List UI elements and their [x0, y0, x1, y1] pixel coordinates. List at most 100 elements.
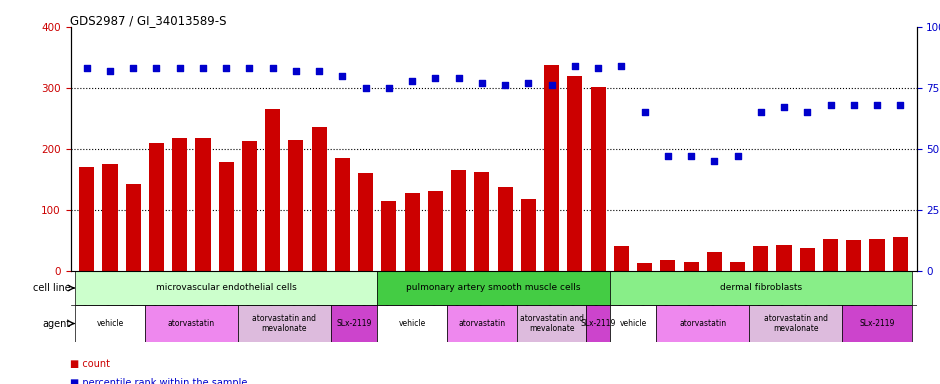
Bar	[707, 252, 722, 271]
Text: atorvastatin and
mevalonate: atorvastatin and mevalonate	[520, 314, 584, 333]
Bar	[126, 184, 141, 271]
Text: agent: agent	[42, 318, 70, 329]
Bar	[196, 138, 211, 271]
Point	[776, 104, 791, 111]
Bar	[312, 127, 327, 271]
Point	[428, 75, 443, 81]
Point	[521, 80, 536, 86]
Bar	[822, 239, 838, 271]
Text: GDS2987 / GI_34013589-S: GDS2987 / GI_34013589-S	[70, 14, 227, 27]
Text: dermal fibroblasts: dermal fibroblasts	[720, 283, 802, 293]
Bar	[660, 260, 675, 271]
Bar	[172, 139, 187, 271]
Point	[335, 73, 350, 79]
Point	[404, 78, 419, 84]
Point	[800, 109, 815, 115]
Point	[823, 102, 838, 108]
Point	[497, 82, 512, 88]
Bar	[475, 172, 490, 271]
Point	[242, 65, 257, 71]
Bar	[800, 248, 815, 271]
Bar	[753, 247, 768, 271]
Bar	[610, 305, 656, 342]
Point	[289, 68, 304, 74]
Point	[614, 63, 629, 69]
Bar	[382, 200, 397, 271]
Point	[172, 65, 187, 71]
Point	[358, 85, 373, 91]
Point	[102, 68, 118, 74]
Text: atorvastatin: atorvastatin	[679, 319, 727, 328]
Bar	[568, 76, 583, 271]
Point	[683, 153, 698, 159]
Point	[660, 153, 675, 159]
Bar	[870, 239, 885, 271]
Point	[637, 109, 652, 115]
Point	[382, 85, 397, 91]
Bar	[265, 109, 280, 271]
Bar	[451, 170, 466, 271]
Point	[568, 63, 583, 69]
Point	[451, 75, 466, 81]
Bar	[149, 143, 164, 271]
Bar	[517, 305, 587, 342]
Bar	[377, 305, 447, 342]
Bar	[145, 305, 238, 342]
Point	[312, 68, 327, 74]
Bar	[590, 87, 605, 271]
Bar	[637, 263, 652, 271]
Bar	[331, 305, 377, 342]
Text: vehicle: vehicle	[399, 319, 426, 328]
Bar	[544, 65, 559, 271]
Bar	[587, 305, 610, 342]
Point	[149, 65, 164, 71]
Point	[753, 109, 768, 115]
Point	[126, 65, 141, 71]
Point	[590, 65, 605, 71]
Point	[265, 65, 280, 71]
Bar	[102, 164, 118, 271]
Text: vehicle: vehicle	[619, 319, 647, 328]
Bar	[358, 173, 373, 271]
Text: atorvastatin and
mevalonate: atorvastatin and mevalonate	[763, 314, 827, 333]
Bar	[238, 305, 331, 342]
Bar	[610, 271, 912, 305]
Point	[730, 153, 745, 159]
Bar	[749, 305, 842, 342]
Bar	[289, 140, 304, 271]
Bar	[447, 305, 517, 342]
Bar	[846, 240, 861, 271]
Bar	[335, 158, 350, 271]
Text: SLx-2119: SLx-2119	[859, 319, 895, 328]
Bar	[683, 262, 698, 271]
Bar	[614, 247, 629, 271]
Bar	[377, 271, 610, 305]
Bar	[497, 187, 512, 271]
Bar	[656, 305, 749, 342]
Text: ■ percentile rank within the sample: ■ percentile rank within the sample	[70, 378, 248, 384]
Text: microvascular endothelial cells: microvascular endothelial cells	[156, 283, 297, 293]
Point	[870, 102, 885, 108]
Point	[79, 65, 94, 71]
Point	[544, 82, 559, 88]
Bar	[730, 262, 745, 271]
Point	[707, 158, 722, 164]
Text: ■ count: ■ count	[70, 359, 111, 369]
Bar	[79, 167, 94, 271]
Bar	[521, 199, 536, 271]
Text: atorvastatin: atorvastatin	[459, 319, 506, 328]
Point	[893, 102, 908, 108]
Bar	[75, 271, 377, 305]
Bar	[842, 305, 912, 342]
Point	[475, 80, 490, 86]
Point	[219, 65, 234, 71]
Bar	[219, 162, 234, 271]
Bar	[404, 193, 419, 271]
Point	[846, 102, 861, 108]
Bar	[893, 237, 908, 271]
Text: atorvastatin: atorvastatin	[168, 319, 215, 328]
Text: vehicle: vehicle	[97, 319, 124, 328]
Text: cell line: cell line	[33, 283, 70, 293]
Text: SLx-2119: SLx-2119	[337, 319, 371, 328]
Text: SLx-2119: SLx-2119	[580, 319, 616, 328]
